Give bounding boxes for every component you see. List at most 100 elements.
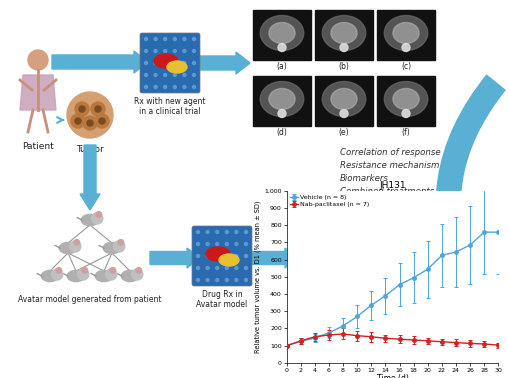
Circle shape xyxy=(83,116,97,130)
Circle shape xyxy=(51,269,63,280)
Circle shape xyxy=(95,114,109,128)
Circle shape xyxy=(154,62,157,65)
Text: (d): (d) xyxy=(276,128,287,137)
Circle shape xyxy=(75,102,89,116)
Circle shape xyxy=(71,114,85,128)
Circle shape xyxy=(340,110,347,118)
Text: Correlation of response: Correlation of response xyxy=(340,148,440,157)
Text: Tumor: Tumor xyxy=(76,145,104,154)
Circle shape xyxy=(401,43,409,51)
Text: Resistance mechanism: Resistance mechanism xyxy=(340,161,439,170)
Circle shape xyxy=(144,73,147,76)
Circle shape xyxy=(67,92,113,138)
Circle shape xyxy=(196,243,199,245)
Circle shape xyxy=(277,110,286,118)
Circle shape xyxy=(196,266,199,270)
Circle shape xyxy=(75,118,81,124)
Circle shape xyxy=(163,37,166,40)
Circle shape xyxy=(163,50,166,53)
Circle shape xyxy=(196,231,199,234)
Circle shape xyxy=(114,241,125,252)
Circle shape xyxy=(244,254,247,257)
Text: Drug Rx in
Avatar model: Drug Rx in Avatar model xyxy=(196,290,247,310)
Circle shape xyxy=(77,269,89,280)
Circle shape xyxy=(154,37,157,40)
Circle shape xyxy=(215,243,218,245)
Circle shape xyxy=(183,73,186,76)
Ellipse shape xyxy=(95,270,112,282)
Title: JH131: JH131 xyxy=(378,181,405,190)
Circle shape xyxy=(173,73,176,76)
Circle shape xyxy=(69,241,80,252)
Circle shape xyxy=(340,43,347,51)
Ellipse shape xyxy=(268,23,295,43)
Circle shape xyxy=(163,62,166,65)
Circle shape xyxy=(144,37,147,40)
Ellipse shape xyxy=(330,88,356,110)
Circle shape xyxy=(192,85,195,88)
Circle shape xyxy=(183,85,186,88)
Circle shape xyxy=(206,243,209,245)
Circle shape xyxy=(144,85,147,88)
Circle shape xyxy=(183,50,186,53)
Circle shape xyxy=(235,279,237,282)
Circle shape xyxy=(118,240,123,245)
Ellipse shape xyxy=(392,23,418,43)
Legend: Vehicle (n = 8), Nab-paclitaxel (n = 7): Vehicle (n = 8), Nab-paclitaxel (n = 7) xyxy=(289,194,370,208)
Polygon shape xyxy=(80,145,100,210)
Circle shape xyxy=(105,269,117,280)
Circle shape xyxy=(235,231,237,234)
Polygon shape xyxy=(200,52,249,74)
Circle shape xyxy=(154,85,157,88)
Polygon shape xyxy=(52,51,148,73)
Bar xyxy=(252,10,310,60)
Bar xyxy=(315,76,372,126)
Ellipse shape xyxy=(268,88,295,110)
Circle shape xyxy=(225,243,228,245)
Circle shape xyxy=(144,62,147,65)
Circle shape xyxy=(154,50,157,53)
Circle shape xyxy=(154,73,157,76)
Circle shape xyxy=(183,37,186,40)
Text: (f): (f) xyxy=(401,128,410,137)
Circle shape xyxy=(131,269,143,280)
Ellipse shape xyxy=(322,15,365,51)
Text: Avatar model generated from patient: Avatar model generated from patient xyxy=(18,295,161,304)
Ellipse shape xyxy=(67,270,84,282)
Circle shape xyxy=(192,73,195,76)
Circle shape xyxy=(225,266,228,270)
Circle shape xyxy=(163,85,166,88)
Circle shape xyxy=(82,268,88,273)
Circle shape xyxy=(173,37,176,40)
Circle shape xyxy=(99,118,105,124)
Circle shape xyxy=(173,50,176,53)
Circle shape xyxy=(110,268,116,273)
Text: Biomarkers: Biomarkers xyxy=(340,174,388,183)
X-axis label: Time (d): Time (d) xyxy=(376,374,408,378)
Ellipse shape xyxy=(41,270,59,282)
Circle shape xyxy=(74,240,79,245)
Text: (e): (e) xyxy=(338,128,349,137)
Bar xyxy=(376,10,434,60)
Circle shape xyxy=(95,106,101,112)
Ellipse shape xyxy=(206,247,230,261)
Circle shape xyxy=(277,43,286,51)
Circle shape xyxy=(87,120,93,126)
Circle shape xyxy=(196,279,199,282)
Circle shape xyxy=(96,212,101,217)
Ellipse shape xyxy=(383,82,427,116)
Ellipse shape xyxy=(383,15,427,51)
Circle shape xyxy=(92,213,103,224)
Circle shape xyxy=(244,243,247,245)
Text: (a): (a) xyxy=(276,62,287,71)
Circle shape xyxy=(225,231,228,234)
Circle shape xyxy=(91,102,105,116)
Text: (b): (b) xyxy=(338,62,349,71)
Circle shape xyxy=(401,110,409,118)
Circle shape xyxy=(196,254,199,257)
Ellipse shape xyxy=(103,242,121,254)
Polygon shape xyxy=(249,248,297,268)
Text: (c): (c) xyxy=(400,62,410,71)
Bar xyxy=(315,10,372,60)
Circle shape xyxy=(235,266,237,270)
